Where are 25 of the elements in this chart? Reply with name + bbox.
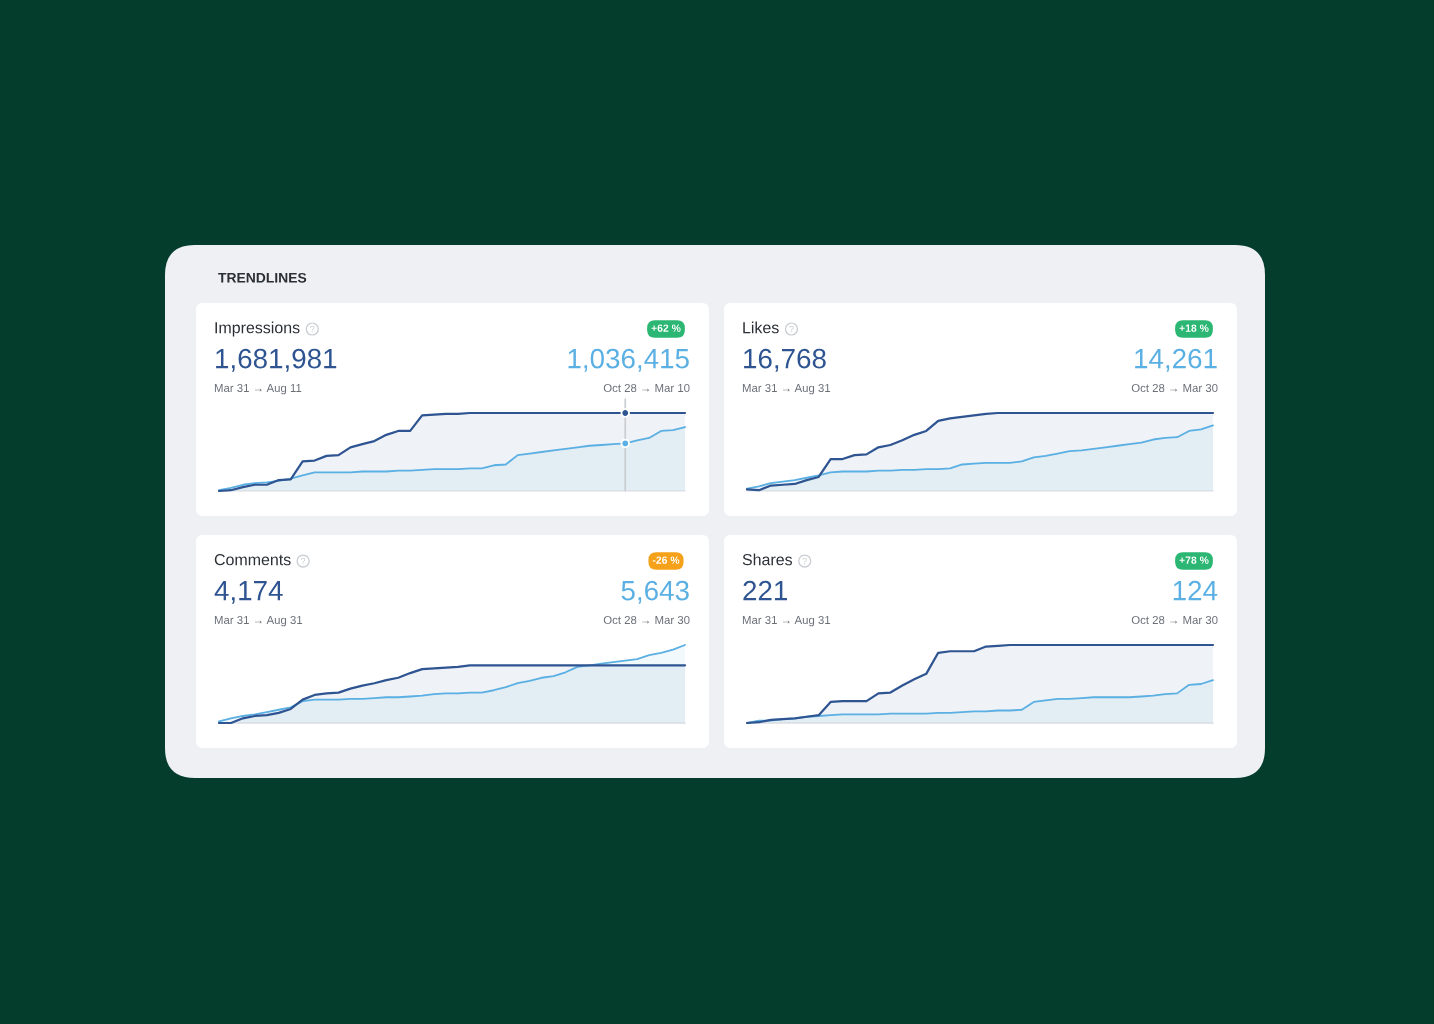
text: +62 % [651, 324, 681, 332]
text: Oct 28 → Mar 30 [1131, 615, 1218, 625]
text: Oct 28 → Mar 30 [603, 615, 690, 625]
text: -26 % [652, 556, 680, 564]
text: Mar 31 → Aug 31 [742, 615, 831, 627]
text: 16,768 [744, 348, 826, 372]
text: 14,261 [1135, 348, 1217, 372]
text: +78 % [1179, 556, 1209, 564]
chart-title: Comments [214, 553, 291, 566]
text: Oct 28 → Mar 30 [1131, 383, 1218, 393]
text: 1,681,981 [216, 348, 337, 372]
text: Mar 31 → Aug 31 [742, 383, 831, 395]
text: 124 [1173, 580, 1218, 601]
text: 221 [743, 580, 787, 601]
chart-title: Likes [743, 321, 779, 334]
chart-title: Shares [742, 553, 793, 566]
text: Mar 31 → Aug 11 [214, 383, 302, 395]
text: 1,036,415 [568, 348, 689, 372]
text: Mar 31 → Aug 31 [214, 615, 303, 627]
text: +18 % [1179, 324, 1209, 332]
text: Oct 28 → Mar 10 [603, 383, 690, 393]
text: TRENDLINES [218, 272, 307, 283]
chart-title: Impressions [215, 321, 300, 337]
text: 5,643 [621, 580, 689, 604]
text: 4,174 [214, 581, 283, 604]
